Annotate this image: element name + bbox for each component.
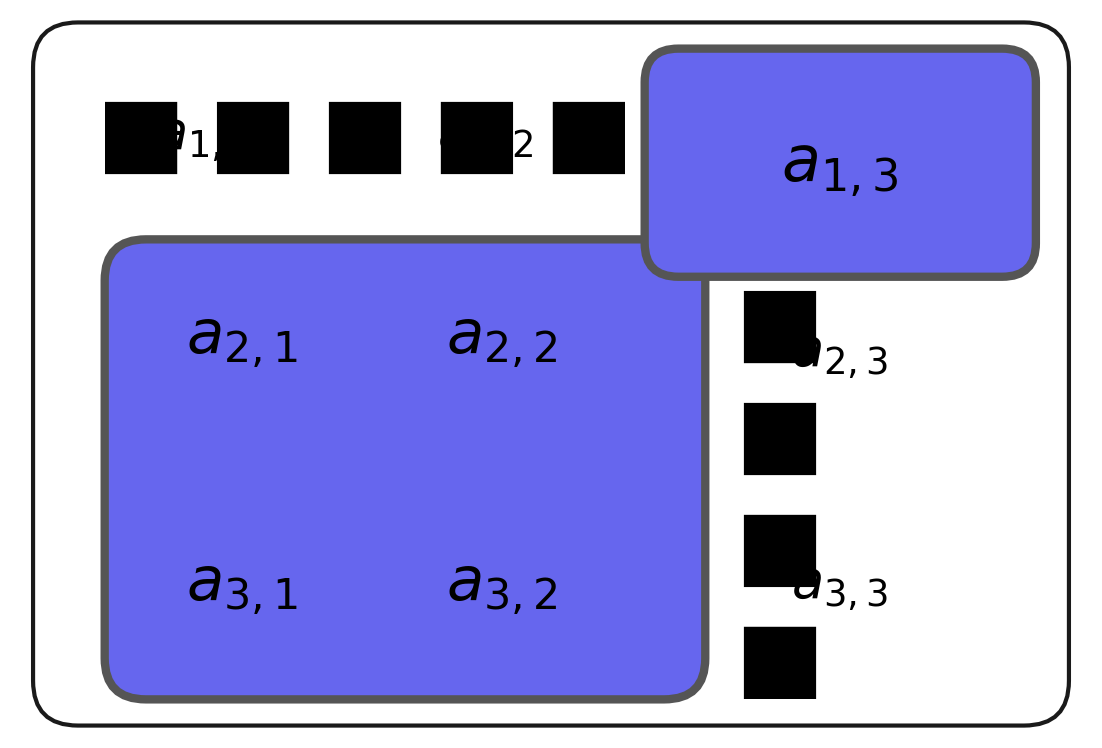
Text: $a_{3,2}$: $a_{3,2}$ bbox=[445, 557, 558, 617]
FancyBboxPatch shape bbox=[33, 22, 1069, 726]
Text: $a_{2,2}$: $a_{2,2}$ bbox=[445, 310, 558, 370]
Text: $a_{3,1}$: $a_{3,1}$ bbox=[186, 557, 299, 617]
Text: $a_{1,2}$: $a_{1,2}$ bbox=[436, 113, 533, 164]
Text: $a_{2,3}$: $a_{2,3}$ bbox=[791, 330, 888, 381]
Text: $a_{2,1}$: $a_{2,1}$ bbox=[186, 310, 299, 370]
Text: $a_{1,3}$: $a_{1,3}$ bbox=[781, 138, 898, 199]
Text: $a_{3,3}$: $a_{3,3}$ bbox=[791, 562, 888, 613]
FancyBboxPatch shape bbox=[105, 239, 705, 699]
FancyBboxPatch shape bbox=[645, 49, 1036, 277]
Text: $a_{1,1}$: $a_{1,1}$ bbox=[155, 113, 252, 164]
